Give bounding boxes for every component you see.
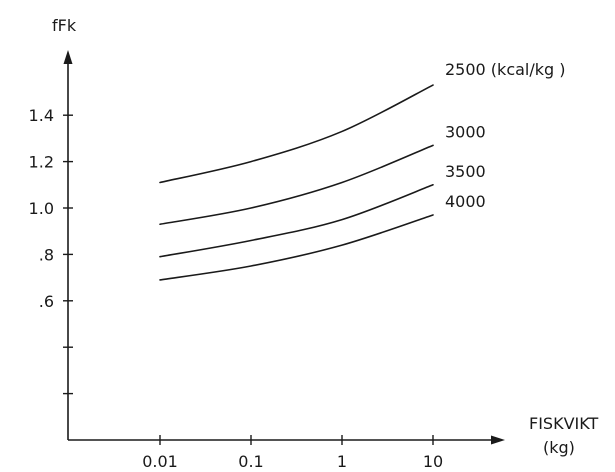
y-tick-label: .6 bbox=[39, 292, 54, 311]
x-tick-label: 1 bbox=[337, 452, 347, 471]
y-ticks: .6 .8 1.0 1.2 1.4 bbox=[29, 106, 73, 395]
series-lines bbox=[159, 84, 434, 281]
y-axis-title: fFk bbox=[52, 16, 77, 35]
series-label: 2500 (kcal/kg ) bbox=[445, 60, 566, 79]
x-axis-title-line2: (kg) bbox=[543, 438, 575, 457]
y-axis-arrow bbox=[63, 50, 73, 64]
y-tick-label: 1.0 bbox=[29, 199, 54, 218]
series-line bbox=[159, 144, 434, 226]
series-line bbox=[159, 214, 434, 281]
y-tick-label: 1.4 bbox=[29, 106, 54, 125]
axes bbox=[63, 50, 505, 445]
x-axis-arrow bbox=[491, 435, 505, 445]
series-labels: 2500 (kcal/kg ) 3000 3500 4000 bbox=[445, 60, 566, 211]
series-label: 4000 bbox=[445, 192, 486, 211]
x-tick-label: 0.1 bbox=[238, 452, 263, 471]
y-tick-label: 1.2 bbox=[29, 153, 54, 172]
x-tick-label: 10 bbox=[423, 452, 443, 471]
series-line bbox=[159, 84, 434, 184]
series-label: 3500 bbox=[445, 162, 486, 181]
x-axis-title-line1: FISKVIKT bbox=[529, 414, 598, 433]
series-label: 3000 bbox=[445, 122, 486, 141]
series-line bbox=[159, 184, 434, 258]
x-tick-label: 0.01 bbox=[142, 452, 178, 471]
x-ticks: 0.01 0.1 1 10 bbox=[142, 435, 443, 471]
y-tick-label: .8 bbox=[39, 245, 54, 264]
